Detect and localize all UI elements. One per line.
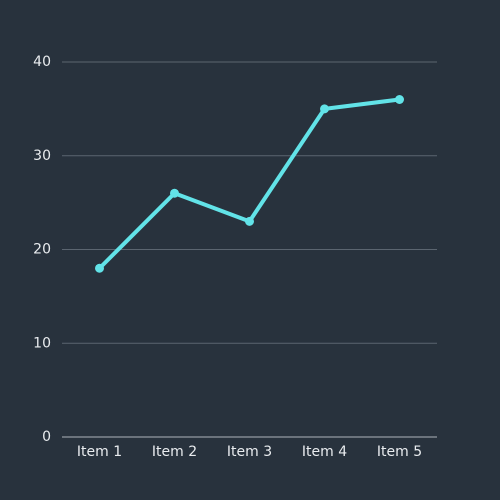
x-axis-ticks: Item 1 Item 2 Item 3 Item 4 Item 5 xyxy=(77,444,422,460)
y-tick-label: 40 xyxy=(33,54,51,70)
x-tick-label: Item 4 xyxy=(302,444,347,460)
y-tick-label: 10 xyxy=(33,335,51,351)
series xyxy=(95,95,404,273)
x-tick-label: Item 2 xyxy=(152,444,197,460)
x-tick-label: Item 5 xyxy=(377,444,422,460)
y-tick-label: 0 xyxy=(42,429,51,445)
x-tick-label: Item 3 xyxy=(227,444,272,460)
data-point xyxy=(245,216,254,226)
data-point xyxy=(170,188,179,198)
data-point xyxy=(95,263,104,273)
data-point xyxy=(320,104,329,114)
y-axis-ticks: 0 10 20 30 40 xyxy=(33,54,51,445)
x-tick-label: Item 1 xyxy=(77,444,122,460)
y-tick-label: 20 xyxy=(33,242,51,258)
y-tick-label: 30 xyxy=(33,148,51,164)
data-point xyxy=(395,95,404,104)
grid-lines xyxy=(62,61,437,438)
series-line xyxy=(97,97,402,271)
